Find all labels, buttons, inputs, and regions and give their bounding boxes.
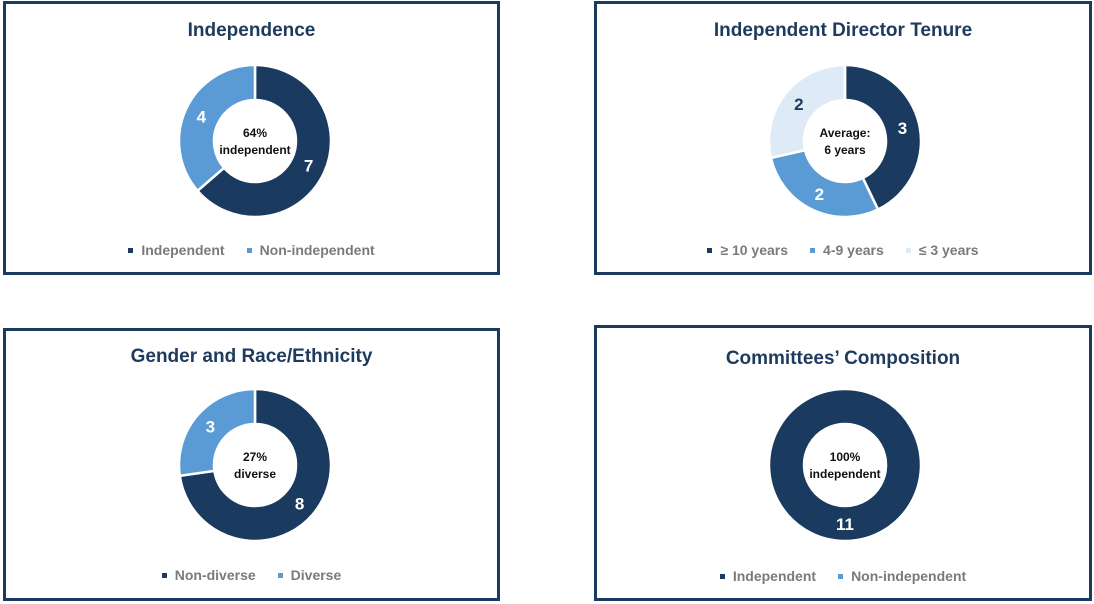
donut-chart: 11 100% independent	[767, 387, 923, 543]
chart-title: Committees’ Composition	[725, 348, 961, 369]
legend-label: ≥ 10 years	[720, 242, 789, 258]
legend-label: Diverse	[290, 567, 342, 583]
legend-swatch	[246, 247, 252, 253]
segment-value-label: 3	[898, 119, 907, 138]
donut-center-label: Average:	[820, 126, 871, 140]
segment-value-label: 4	[197, 107, 207, 126]
committees-panel: Committees’ Composition 11 100% independen…	[594, 325, 1092, 601]
legend-swatch	[707, 247, 713, 253]
legend-item: Non-independent	[246, 242, 375, 258]
segment-value-label: 8	[295, 495, 304, 514]
legend-swatch	[905, 247, 911, 253]
legend-label: Independent	[732, 568, 817, 584]
legend-swatch	[277, 572, 283, 578]
legend-label: Non-diverse	[174, 567, 256, 583]
legend-item: ≥ 10 years	[707, 242, 788, 258]
donut-center-label: diverse	[234, 467, 276, 481]
legend-item: Non-diverse	[161, 567, 256, 583]
donut-segment	[769, 148, 880, 219]
donut-chart: 7 4 64% independent	[177, 63, 333, 219]
chart-legend: Non-diverse Diverse	[6, 567, 497, 583]
chart-title: Independence	[187, 20, 316, 41]
legend-item: 4-9 years	[810, 242, 884, 258]
donut-segment	[767, 63, 847, 160]
legend-label: Non-independent	[851, 568, 967, 584]
legend-swatch	[719, 573, 725, 579]
legend-swatch	[810, 247, 816, 253]
segment-value-label: 11	[836, 515, 854, 534]
legend-swatch	[838, 573, 844, 579]
donut-segment	[177, 63, 257, 193]
legend-label: Independent	[141, 242, 225, 258]
donut-center-label: independent	[809, 467, 880, 481]
donut-chart: 8 3 27% diverse	[177, 387, 333, 543]
legend-item: Independent	[128, 242, 225, 258]
legend-item: Independent	[719, 568, 817, 584]
gender-diversity-panel: Gender and Race/Ethnicity 8 3 27% diverse N…	[3, 328, 500, 601]
chart-legend: Independent Non-independent	[597, 568, 1089, 584]
legend-item: ≤ 3 years	[905, 242, 979, 258]
chart-legend: ≥ 10 years 4-9 years ≤ 3 years	[597, 242, 1089, 258]
legend-swatch	[161, 572, 167, 578]
segment-value-label: 7	[304, 157, 313, 176]
legend-label: Non-independent	[259, 242, 375, 258]
independence-panel: Independence 7 4 64% independent Independen…	[3, 1, 500, 275]
legend-item: Non-independent	[838, 568, 966, 584]
segment-value-label: 2	[815, 185, 824, 204]
donut-center-label: 6 years	[824, 143, 866, 157]
donut-segment	[195, 63, 333, 219]
legend-item: Diverse	[277, 567, 342, 583]
donut-segment	[843, 63, 923, 212]
donut-center-label: 100%	[830, 450, 861, 464]
legend-label: ≤ 3 years	[918, 242, 979, 258]
chart-title: Independent Director Tenure	[713, 20, 973, 41]
tenure-panel: Independent Director Tenure 3 2 2 Average: 6…	[594, 1, 1092, 275]
segment-value-label: 3	[206, 417, 215, 436]
donut-segment	[767, 387, 923, 543]
donut-chart: 3 2 2 Average: 6 years	[767, 63, 923, 219]
donut-center-label: 64%	[243, 126, 267, 140]
donut-segment	[177, 387, 257, 478]
legend-swatch	[128, 247, 134, 253]
donut-center-label: independent	[219, 143, 290, 157]
donut-segment	[178, 387, 333, 543]
chart-legend: Independent Non-independent	[6, 242, 497, 258]
donut-center-label: 27%	[243, 450, 267, 464]
chart-title: Gender and Race/Ethnicity	[130, 346, 373, 367]
legend-label: 4-9 years	[823, 242, 884, 258]
segment-value-label: 2	[794, 95, 803, 114]
